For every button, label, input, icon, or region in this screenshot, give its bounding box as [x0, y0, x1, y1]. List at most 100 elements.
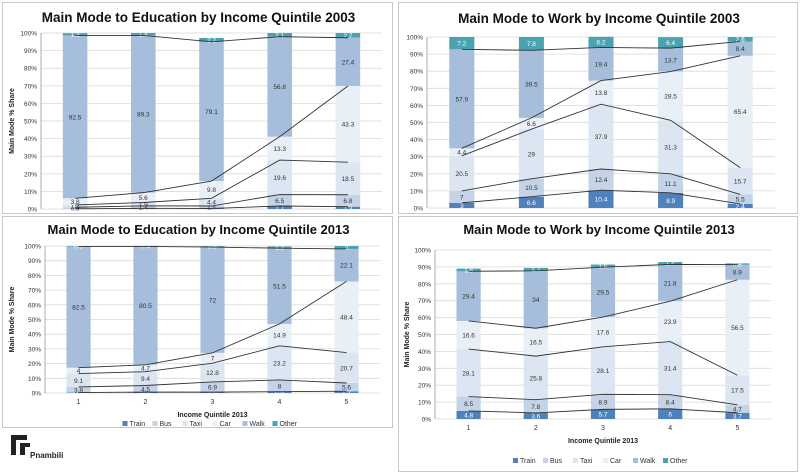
data-label: 5.6	[342, 385, 351, 392]
data-label: 0.3	[74, 390, 83, 397]
data-label: 11.1	[665, 181, 678, 188]
bar-segment-taxi	[62, 204, 88, 208]
data-label: 23.2	[273, 360, 286, 367]
data-label: 8.4	[666, 399, 675, 406]
y-axis-title: Main Mode % Share	[404, 302, 411, 368]
legend-swatch	[152, 421, 158, 426]
x-tick-label: 1	[467, 425, 471, 432]
bar-segment-other	[725, 263, 750, 265]
data-label: 80.5	[139, 303, 152, 310]
bar-segment-taxi	[456, 349, 481, 397]
data-label: 4.5	[141, 386, 150, 393]
bar-segment-other	[456, 268, 481, 272]
boundary-line	[78, 245, 347, 250]
data-label: 6.4	[666, 40, 675, 47]
y-tick-label: 80%	[410, 69, 423, 76]
x-tick-label: 5	[345, 399, 349, 406]
data-label: 19.4	[595, 62, 608, 69]
data-label: 1.3	[343, 205, 352, 212]
data-label: 6.9	[208, 385, 217, 392]
data-label: 0.3	[74, 244, 83, 251]
data-label: 4	[77, 368, 81, 375]
bar-segment-car	[66, 367, 91, 374]
data-label: 12.8	[206, 370, 219, 377]
bar-segment-bus	[456, 396, 481, 411]
data-label: 51.5	[273, 284, 286, 291]
boundary-line	[78, 281, 347, 369]
legend-swatch	[212, 421, 218, 426]
data-label: 0.4	[141, 244, 150, 251]
data-label: 9.1	[74, 378, 83, 385]
chart-panel-work-2003: Main Mode to Work by Income Quintile 200…	[398, 2, 798, 214]
legend-label: Car	[610, 458, 622, 465]
data-label: 18.5	[342, 176, 355, 183]
boundary-line	[461, 55, 741, 149]
bar-segment-car	[200, 352, 225, 364]
bar-segment-train	[456, 410, 481, 419]
bar-segment-taxi	[267, 160, 292, 195]
data-label: 6.6	[527, 121, 536, 128]
x-tick-label: 4	[668, 425, 672, 432]
legend-swatch	[573, 458, 578, 463]
chart-svg: Main Mode to Work by Income Quintile 201…	[404, 222, 771, 465]
data-label: 16.6	[462, 333, 475, 340]
bar-segment-taxi	[66, 373, 91, 387]
bar-segment-other	[590, 264, 616, 268]
data-label: 7	[211, 356, 215, 363]
data-label: 4.4	[457, 150, 466, 157]
bar-segment-train	[590, 409, 616, 419]
bar-segment-bus	[133, 385, 158, 393]
y-tick-label: 90%	[28, 258, 41, 265]
y-tick-label: 80%	[28, 273, 41, 280]
y-tick-label: 90%	[410, 52, 423, 59]
data-label: 4.4	[207, 200, 216, 207]
boundary-line	[468, 408, 738, 414]
bar-segment-car	[523, 328, 548, 357]
data-label: 79.1	[205, 109, 218, 116]
data-label: 27.4	[342, 59, 355, 66]
x-tick-label: 2	[534, 425, 538, 432]
y-tick-label: 0%	[414, 206, 424, 213]
bar-segment-other	[658, 261, 683, 265]
boundary-line	[75, 35, 348, 43]
data-label: 10.5	[525, 185, 538, 192]
boundary-line	[461, 103, 741, 169]
data-label: 13.3	[273, 146, 286, 153]
bar-segment-train	[267, 391, 292, 393]
chart-svg: Main Mode to Education by Income Quintil…	[9, 10, 382, 214]
bar-segment-bus	[335, 194, 361, 207]
y-tick-label: 20%	[24, 171, 37, 178]
data-label: 25.8	[529, 375, 542, 382]
bar-segment-train	[523, 412, 548, 419]
data-label: 0.6	[208, 244, 217, 251]
legend-swatch	[603, 458, 608, 463]
data-label: 2	[345, 245, 349, 252]
legend-swatch	[543, 458, 548, 463]
bar-segment-taxi	[725, 375, 750, 405]
y-tick-label: 80%	[418, 281, 431, 288]
data-label: 89.3	[137, 112, 150, 119]
bar-segment-walk	[133, 246, 158, 365]
x-tick-label: 5	[735, 425, 739, 432]
y-tick-label: 100%	[24, 244, 41, 251]
bar-segment-train	[658, 192, 684, 208]
y-tick-label: 0%	[422, 417, 432, 424]
data-label: 29	[528, 151, 536, 158]
data-label: 8	[278, 383, 282, 390]
logo-text: Pnambili	[30, 451, 64, 460]
bar-segment-car	[199, 181, 224, 199]
data-label: 48.4	[340, 315, 353, 322]
bar-segment-bus	[449, 190, 475, 203]
data-label: 82.5	[72, 305, 85, 312]
bar-segment-train	[658, 408, 683, 419]
y-tick-label: 100%	[20, 31, 37, 38]
bar-segment-bus	[658, 173, 684, 193]
bar-segment-car	[590, 317, 616, 347]
boundary-line	[461, 168, 741, 195]
bar-segment-bus	[267, 194, 292, 207]
y-tick-label: 0%	[28, 207, 38, 214]
bar-segment-taxi	[727, 167, 753, 195]
x-tick-label: 1	[77, 399, 81, 406]
bar-segment-other	[523, 267, 548, 271]
bar-segment-other	[588, 36, 614, 48]
